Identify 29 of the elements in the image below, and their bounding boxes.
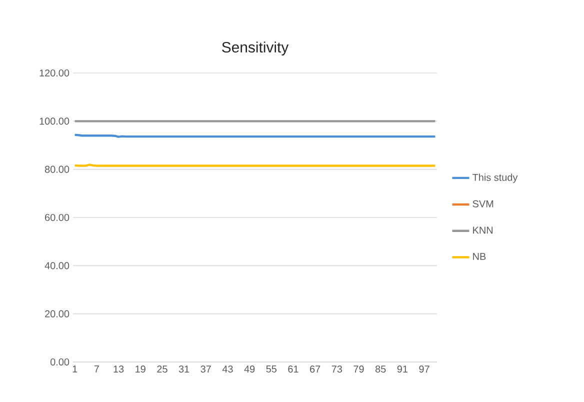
x-tick-label: 61: [288, 366, 298, 373]
y-tick-label: 0.00: [50, 358, 70, 366]
y-tick-label: 80.00: [44, 166, 70, 173]
x-tick-label: 97: [419, 366, 430, 373]
x-tick-label: 43: [222, 366, 233, 373]
x-tick-label: 73: [332, 366, 342, 373]
x-tick-label: 25: [157, 366, 168, 373]
legend-label: NB: [473, 253, 486, 260]
y-tick-label: 40.00: [44, 262, 70, 270]
legend-label: SVM: [472, 200, 494, 208]
legend-label: This study: [472, 174, 518, 183]
y-tick-label: 60.00: [45, 214, 70, 222]
x-tick-label: 37: [200, 366, 211, 373]
y-tick-label: 120.00: [40, 69, 70, 77]
legend-label: KNN: [473, 226, 493, 234]
x-tick-label: 7: [94, 366, 99, 372]
x-tick-label: 31: [178, 366, 190, 373]
x-tick-label: 19: [136, 366, 146, 373]
x-tick-label: 55: [266, 366, 277, 372]
x-tick-label: 91: [397, 366, 408, 373]
x-tick-label: 13: [114, 366, 124, 373]
x-tick-label: 79: [354, 366, 364, 373]
x-tick-label: 49: [244, 366, 255, 373]
chart-title: Sensitivity: [222, 42, 289, 56]
x-tick-label: 67: [310, 366, 320, 373]
y-tick-label: 20.00: [45, 310, 70, 318]
y-tick-label: 100.00: [40, 118, 70, 125]
x-tick-label: 85: [375, 366, 386, 373]
x-tick-label: 1: [72, 366, 78, 372]
